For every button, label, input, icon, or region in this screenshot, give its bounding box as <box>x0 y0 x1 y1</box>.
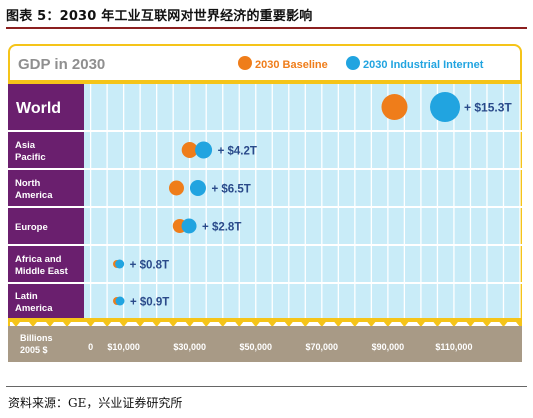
x-tick-label: $10,000 <box>107 342 140 352</box>
axis-tick-triangle <box>284 322 293 327</box>
axis-tick-triangle <box>63 322 71 327</box>
x-tick-label: $50,000 <box>239 342 272 352</box>
source-note: 资料来源：GE，兴业证券研究所 <box>8 396 183 410</box>
axis-tick-triangle <box>12 322 20 327</box>
axis-tick-triangle <box>268 322 277 327</box>
axis-tick-triangle <box>449 322 458 327</box>
axis-band <box>8 326 522 362</box>
legend-baseline-marker <box>238 56 252 70</box>
grid-lines <box>89 84 521 318</box>
axis-title: Billions <box>20 333 53 343</box>
region-label: World <box>16 100 61 117</box>
data-marks: + $15.3T + $4.2T + $6.5T + $2.8T + $0.8T + $0… <box>113 92 512 309</box>
region-label: America <box>15 303 53 314</box>
industrial-marker <box>430 92 461 122</box>
legend-industrial-label: 2030 Industrial Internet <box>363 59 484 71</box>
gain-label: + $4.2T <box>218 146 257 158</box>
region-label: Asia <box>15 140 36 151</box>
region-label: North <box>15 178 41 189</box>
x-tick-label: $110,000 <box>435 342 472 352</box>
source-divider <box>6 386 527 387</box>
industrial-marker <box>181 218 197 234</box>
region-label: Pacific <box>15 152 46 163</box>
axis-tick-triangle <box>136 322 145 327</box>
axis-tick-triangle <box>86 322 95 327</box>
axis-tick-triangle <box>334 322 343 327</box>
figure-caption: 图表 5：2030 年工业互联网对世界经济的重要影响 <box>6 9 313 24</box>
axis-tick-triangle <box>169 322 178 327</box>
region-label-band <box>8 284 84 318</box>
gain-label: + $15.3T <box>464 101 512 115</box>
region-label: Middle East <box>15 266 69 277</box>
baseline-marker <box>381 94 408 120</box>
chart-title: GDP in 2030 <box>18 56 105 73</box>
axis-tick-triangle <box>218 322 227 327</box>
region-label: Africa and <box>15 254 62 265</box>
axis-tick-triangle <box>383 322 392 327</box>
baseline-marker <box>168 180 184 196</box>
x-tick-label: $90,000 <box>372 342 405 352</box>
axis-tick-triangle <box>416 322 425 327</box>
row-separator <box>8 282 522 284</box>
legend-industrial-marker <box>346 56 360 70</box>
axis-tick-triangle <box>46 322 54 327</box>
axis-tick-triangles <box>12 322 522 327</box>
axis-tick-triangle <box>516 322 522 327</box>
axis-tick-triangle <box>400 322 409 327</box>
industrial-marker <box>195 141 213 159</box>
axis-tick-triangle <box>301 322 310 327</box>
x-tick-label: $30,000 <box>173 342 206 352</box>
axis-tick-triangle <box>29 322 37 327</box>
axis-tick-triangle <box>433 322 442 327</box>
baseline-marker <box>181 142 198 158</box>
region-label: Latin <box>15 291 38 302</box>
axis-tick-triangle <box>482 322 491 327</box>
gain-label: + $6.5T <box>211 184 250 196</box>
axis-tick-triangle <box>350 322 359 327</box>
region-label-band <box>8 170 84 206</box>
axis-tick-triangle <box>152 322 161 327</box>
row-separator <box>8 130 522 132</box>
x-tick-label: 0 <box>88 342 93 352</box>
region-label: America <box>15 190 53 201</box>
axis-tick-triangle <box>367 322 376 327</box>
gain-label: + $0.8T <box>130 260 169 272</box>
industrial-marker <box>115 296 125 306</box>
gdp-chart: GDP in 2030 2030 Baseline 2030 Industria… <box>8 56 522 362</box>
axis-tick-triangle <box>251 322 260 327</box>
axis-title-unit: 2005 $ <box>20 345 48 355</box>
caption-divider <box>6 27 527 29</box>
axis-tick-triangle <box>103 322 112 327</box>
axis-tick-triangle <box>499 322 508 327</box>
industrial-marker <box>189 180 206 196</box>
region-label-band <box>8 84 84 130</box>
header-divider <box>8 80 522 84</box>
legend-baseline-label: 2030 Baseline <box>255 59 328 71</box>
industrial-marker <box>115 259 125 269</box>
x-tick-labels: 0 $10,000 $30,000 $50,000 $70,000 $90,000 $110… <box>88 342 472 352</box>
axis-tick-triangle <box>119 322 128 327</box>
region-label-band <box>8 208 84 244</box>
axis-tick-triangle <box>466 322 475 327</box>
axis-tick-triangle <box>202 322 211 327</box>
gain-label: + $2.8T <box>202 222 241 234</box>
row-separator <box>8 206 522 208</box>
axis-tick-triangle <box>185 322 194 327</box>
axis-band-top-stripe <box>8 318 522 322</box>
row-separator <box>8 244 522 246</box>
axis-tick-triangle <box>317 322 326 327</box>
region-label: Europe <box>15 222 48 233</box>
x-tick-label: $70,000 <box>306 342 339 352</box>
region-label-band <box>8 132 84 168</box>
gain-label: + $0.9T <box>130 297 169 309</box>
row-separator <box>8 168 522 170</box>
region-label-band <box>8 246 84 282</box>
axis-tick-triangle <box>235 322 244 327</box>
